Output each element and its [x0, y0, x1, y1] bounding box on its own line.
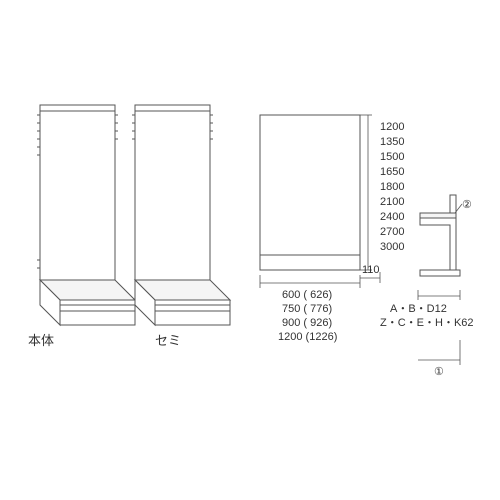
height-7: 2700: [380, 226, 404, 238]
svg-text:600 ( 626): 600 ( 626): [282, 289, 332, 301]
height-2: 1500: [380, 151, 404, 163]
label-hontai: 本体: [28, 333, 54, 348]
height-3: 1650: [380, 166, 404, 178]
height-1: 1350: [380, 136, 404, 148]
technical-drawing: 本体 セミ 1200 1350 1500 1650 1800 2100 2400…: [0, 0, 500, 500]
front-elevation: 1200 1350 1500 1650 1800 2100 2400 2700 …: [260, 115, 404, 343]
unit-semi: [132, 105, 230, 325]
label-semi: セミ: [155, 333, 181, 348]
callout-1: ①: [434, 366, 444, 378]
offset-110: 110: [362, 264, 380, 276]
depth-codes-1: A・B・D12: [390, 303, 447, 315]
width-list: 600 ( 626) 750 ( 776) 900 ( 926) 1200 (1…: [278, 289, 337, 343]
height-5: 2100: [380, 196, 404, 208]
depth-codes-2: Z・C・E・H・K62: [380, 317, 474, 329]
svg-text:900 ( 926): 900 ( 926): [282, 317, 332, 329]
callout-2: ②: [462, 199, 472, 211]
svg-text:750 ( 776): 750 ( 776): [282, 303, 332, 315]
height-4: 1800: [380, 181, 404, 193]
height-6: 2400: [380, 211, 404, 223]
unit-hontai: [37, 105, 135, 325]
height-0: 1200: [380, 121, 404, 133]
height-8: 3000: [380, 241, 404, 253]
svg-text:1200 (1226): 1200 (1226): [278, 331, 337, 343]
